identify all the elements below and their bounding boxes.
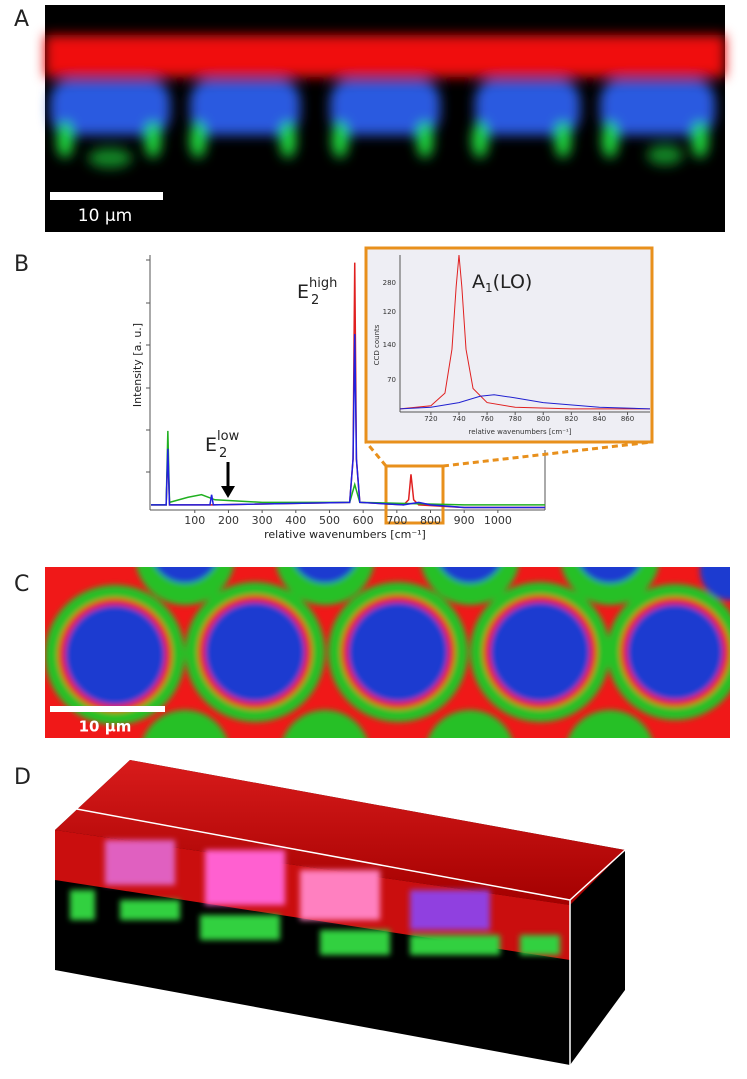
- x-tick-label: 800: [420, 514, 441, 527]
- label-sub: 2: [219, 446, 227, 461]
- label-sup: high: [309, 276, 337, 291]
- x-tick-label: 900: [454, 514, 475, 527]
- peak-label: Ehigh 2: [297, 276, 337, 308]
- x-tick-label: 700: [386, 514, 407, 527]
- inset-chart: CCD counts relative wavenumbers [cm⁻¹] A…: [364, 246, 654, 444]
- x-tick-label: 300: [252, 514, 273, 527]
- x-tick-label: 800: [537, 415, 550, 423]
- image-a: [45, 5, 725, 232]
- y-axis-label: CCD counts: [373, 324, 381, 365]
- image-c: [45, 567, 730, 738]
- label-sup: low: [217, 429, 240, 444]
- y-tick-label: 70: [387, 376, 396, 384]
- x-tick-label: 720: [424, 415, 437, 423]
- label-sub: 2: [311, 293, 319, 308]
- y-tick-marks: [146, 259, 150, 473]
- scale-bar-label: 10 µm: [78, 206, 132, 226]
- x-tick-label: 100: [184, 514, 205, 527]
- zoom-box: [384, 464, 445, 525]
- spectrum-line: [399, 254, 650, 410]
- spectrum-chart: Intensity [a. u.] relative wavenumbers […: [131, 255, 653, 541]
- peak-label: Elow 2: [205, 429, 240, 461]
- image-d: [54, 760, 626, 1065]
- x-axis-label: relative wavenumbers [cm⁻¹]: [264, 528, 426, 541]
- peak-label: A1(LO): [472, 271, 532, 295]
- spectrum-line: [399, 394, 651, 410]
- x-tick-label: 840: [593, 415, 606, 423]
- x-tick-label: 400: [285, 514, 306, 527]
- label-rest: (LO): [493, 271, 533, 293]
- x-tick-label: 740: [452, 415, 465, 423]
- spectrum-line: [151, 334, 545, 509]
- panel-label: D: [14, 765, 31, 790]
- panel-label: A: [14, 7, 29, 32]
- y-tick-label: 140: [383, 341, 396, 349]
- x-tick-label: 500: [319, 514, 340, 527]
- label-base: E: [297, 281, 309, 303]
- label-base: A: [472, 271, 485, 293]
- arrow-head: [221, 486, 235, 498]
- x-tick-label: 820: [565, 415, 578, 423]
- label-base: E: [205, 434, 217, 456]
- y-tick-label: 120: [383, 308, 396, 316]
- y-tick-label: 280: [383, 279, 396, 287]
- scale-bar-label: 10 µm: [79, 718, 132, 736]
- x-tick-label: 780: [508, 415, 521, 423]
- x-tick-label: 200: [218, 514, 239, 527]
- x-tick-label: 860: [621, 415, 634, 423]
- x-axis-label: relative wavenumbers [cm⁻¹]: [469, 428, 572, 436]
- x-tick-label: 1000: [484, 514, 512, 527]
- panel-label: B: [14, 252, 29, 277]
- y-axis-label: Intensity [a. u.]: [131, 323, 144, 407]
- inset-frame: [364, 246, 654, 444]
- zoom-connector: [442, 440, 653, 468]
- x-tick-label: 760: [480, 415, 493, 423]
- label-sub: 1: [485, 281, 493, 295]
- panel-label: C: [14, 572, 29, 597]
- zoom-connector: [364, 441, 388, 467]
- x-tick-label: 600: [353, 514, 374, 527]
